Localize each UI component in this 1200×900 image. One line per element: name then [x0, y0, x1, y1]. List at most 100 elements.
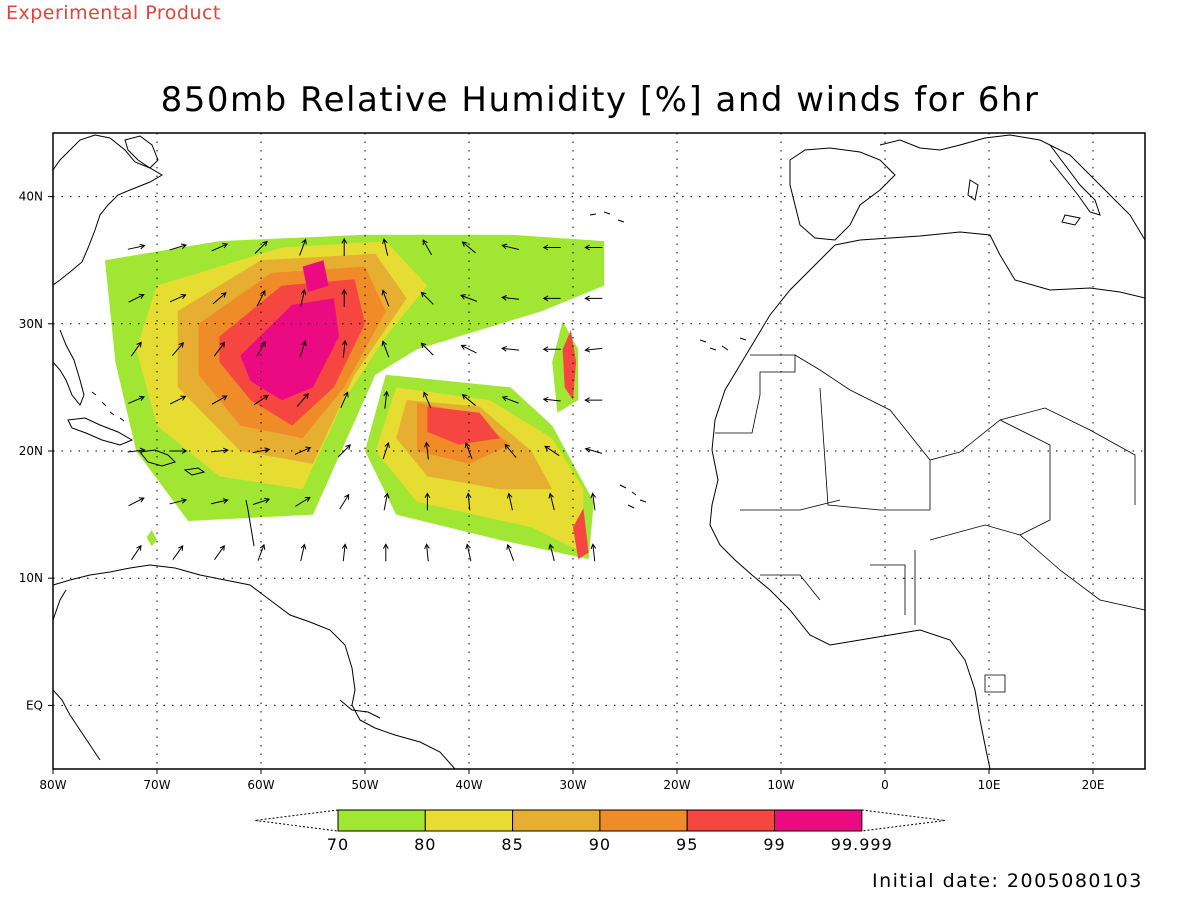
wind-arrow	[214, 544, 225, 560]
wind-arrow	[341, 237, 348, 256]
coastline-europe	[879, 134, 1145, 241]
coastline-south-america	[53, 564, 456, 769]
lat-tick-label: 30N	[19, 317, 43, 331]
wind-arrow	[423, 391, 432, 409]
wind-arrow	[542, 396, 561, 403]
wind-arrow	[127, 243, 146, 250]
lon-tick-label: 70W	[143, 778, 170, 792]
lon-tick-label: 50W	[351, 778, 378, 792]
experimental-product-tag: Experimental Product	[6, 2, 221, 24]
lon-tick-label: 60W	[247, 778, 274, 792]
wind-arrow	[542, 244, 561, 251]
wind-arrow	[382, 543, 389, 562]
wind-arrow	[382, 441, 390, 460]
lat-tick-label: 10N	[19, 571, 43, 585]
rh-95-region-1	[427, 406, 501, 445]
initial-date-label: Initial date: 2005080103	[872, 870, 1143, 892]
wind-arrow	[210, 498, 229, 505]
wind-arrow	[504, 443, 517, 458]
coastline-cape-verde	[619, 484, 647, 509]
colorbar-swatch-80	[424, 809, 514, 832]
lon-tick-label: 20E	[1082, 778, 1105, 792]
wind-arrow	[339, 493, 350, 510]
graticule	[53, 133, 1145, 769]
wind-arrow	[337, 444, 351, 458]
wind-arrow	[299, 340, 307, 358]
coastline-central-america	[53, 589, 101, 761]
wind-arrow	[294, 446, 312, 455]
wind-arrow	[590, 543, 597, 562]
colorbar-swatch-85	[512, 809, 601, 832]
coastline-islands-med	[967, 179, 1081, 226]
coastline-newfoundland	[124, 135, 159, 169]
coastline-cuba	[67, 417, 134, 446]
wind-arrow	[542, 295, 561, 302]
wind-arrow	[257, 543, 266, 561]
lon-tick-label: 10W	[767, 778, 794, 792]
coastline-azores	[589, 211, 625, 223]
wind-arrow	[131, 544, 142, 561]
wind-arrow	[584, 244, 603, 251]
rh-99-region-0	[240, 298, 339, 401]
wind-arrow	[341, 543, 348, 562]
wind-arrow	[300, 289, 307, 307]
wind-arrow	[501, 295, 520, 301]
wind-arrow	[584, 397, 603, 403]
coastline-canary-islands	[699, 337, 747, 351]
wind-arrow	[252, 497, 271, 506]
axis-ticks: 80W 70W 60W 50W 40W 30W 20W 10W 0 10E 20E 40N 30N 20N…	[19, 190, 1105, 792]
wind-arrow	[544, 445, 560, 457]
lat-tick-label: 20N	[19, 444, 43, 458]
wind-arrow	[381, 289, 390, 307]
colorbar-label: 99.999	[831, 835, 893, 854]
lat-tick-label: EQ	[26, 698, 43, 712]
coastline-italy	[1049, 144, 1101, 216]
wind-arrow	[381, 340, 390, 358]
wind-arrow	[256, 289, 266, 307]
coastlines	[53, 134, 1145, 769]
wind-arrow	[460, 294, 478, 302]
lon-tick-label: 30W	[559, 778, 586, 792]
wind-arrow	[422, 239, 433, 256]
wind-arrow	[299, 238, 307, 256]
wind-arrow	[169, 395, 187, 405]
wind-arrow	[127, 447, 146, 454]
wind-arrow	[501, 345, 520, 352]
wind-arrow	[211, 395, 228, 405]
wind-arrow	[461, 241, 476, 254]
wind-arrow	[128, 497, 145, 507]
wind-arrow	[501, 395, 519, 404]
colorbar-label: 90	[589, 835, 611, 854]
wind-arrow	[128, 293, 145, 303]
rh-95-region-2	[562, 330, 577, 401]
wind-arrow	[252, 447, 271, 454]
wind-arrow	[584, 295, 603, 302]
wind-vectors	[127, 237, 603, 562]
wind-arrow	[501, 243, 519, 251]
wind-arrow	[542, 346, 561, 353]
coastline-hispaniola	[139, 449, 176, 467]
wind-arrow	[296, 392, 309, 407]
lon-tick-label: 20W	[663, 778, 690, 792]
colorbar-label: 95	[676, 835, 698, 854]
coastline-bahamas	[91, 391, 125, 422]
wind-arrow	[464, 442, 473, 460]
colorbar-swatch-70	[337, 809, 426, 832]
coastline-florida	[53, 329, 85, 406]
wind-arrow	[253, 394, 269, 406]
wind-arrow	[213, 341, 226, 357]
wind-arrow	[424, 492, 431, 511]
wind-arrow	[506, 543, 515, 561]
coastline-lesser-antilles	[245, 499, 255, 547]
wind-arrow	[424, 441, 430, 460]
wind-arrow	[169, 498, 188, 505]
lon-tick-label: 40W	[455, 778, 482, 792]
wind-arrow	[383, 390, 390, 409]
colorbar-label: 70	[327, 835, 349, 854]
coastline-puerto-rico	[183, 467, 206, 476]
coastline-amazon-delta	[339, 699, 381, 719]
lon-tick-label: 0	[881, 778, 889, 792]
lat-tick-label: 40N	[19, 190, 43, 204]
wind-arrow	[548, 492, 555, 511]
